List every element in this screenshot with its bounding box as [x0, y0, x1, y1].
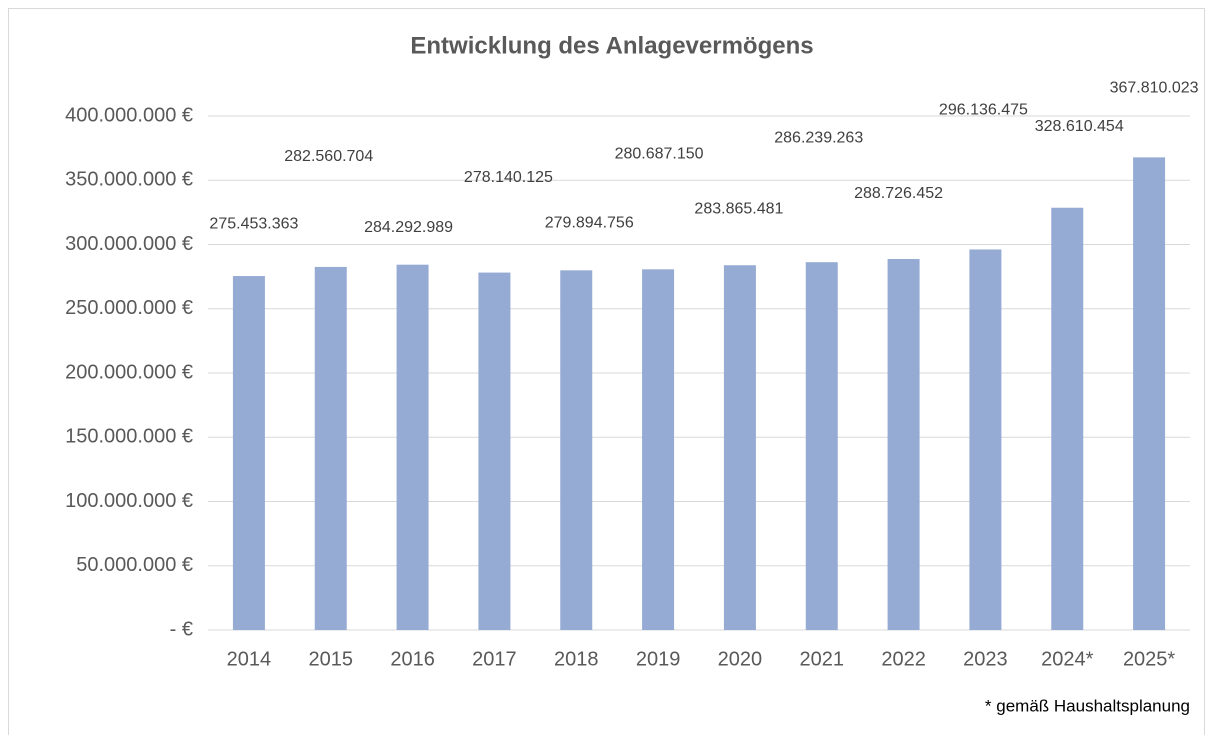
bar [232, 276, 265, 630]
data-label: 278.140.125 [464, 169, 553, 186]
bar [396, 264, 429, 630]
y-tick-label: 350.000.000 € [65, 169, 193, 191]
chart-title: Entwicklung des Anlagevermögens [410, 32, 813, 59]
y-tick-label: 150.000.000 € [65, 426, 193, 448]
bar [478, 272, 511, 630]
y-tick-label: 300.000.000 € [65, 233, 193, 255]
bar [560, 270, 593, 630]
y-tick-label: - € [170, 618, 193, 640]
data-label: 279.894.756 [545, 215, 634, 232]
data-label: 284.292.989 [364, 219, 453, 236]
data-label: 283.865.481 [694, 200, 783, 217]
x-tick-label: 2023 [963, 648, 1008, 670]
chart-frame [8, 8, 1205, 735]
y-tick-label: 50.000.000 € [76, 554, 193, 576]
x-tick-label: 2016 [390, 648, 435, 670]
data-label: 282.560.704 [284, 148, 373, 165]
x-tick-label: 2022 [881, 648, 926, 670]
data-label: 328.610.454 [1035, 118, 1124, 135]
x-tick-label: 2019 [636, 648, 681, 670]
y-tick-label: 400.000.000 € [65, 104, 193, 126]
data-label: 367.810.023 [1110, 80, 1199, 97]
y-tick-label: 250.000.000 € [65, 297, 193, 319]
data-label: 286.239.263 [774, 129, 863, 146]
x-tick-label: 2015 [309, 648, 354, 670]
x-tick-label: 2018 [554, 648, 599, 670]
x-tick-label: 2020 [718, 648, 763, 670]
data-label: 280.687.150 [615, 146, 704, 163]
x-tick-label: 2025* [1123, 648, 1175, 670]
x-tick-label: 2024* [1041, 648, 1093, 670]
footnote: * gemäß Haushaltsplanung [985, 696, 1190, 715]
bar [723, 265, 756, 630]
bar [642, 269, 675, 630]
y-tick-label: 200.000.000 € [65, 361, 193, 383]
x-tick-label: 2021 [800, 648, 845, 670]
bar [969, 249, 1002, 630]
data-label: 296.136.475 [939, 102, 1028, 119]
y-tick-label: 100.000.000 € [65, 490, 193, 512]
x-tick-label: 2017 [472, 648, 517, 670]
bar [314, 266, 347, 630]
data-label: 288.726.452 [854, 185, 943, 202]
data-label: 275.453.363 [209, 215, 298, 232]
bar [805, 262, 838, 630]
bar [887, 258, 920, 630]
x-tick-label: 2014 [227, 648, 272, 670]
bar [1051, 207, 1084, 630]
bar [1133, 157, 1166, 630]
